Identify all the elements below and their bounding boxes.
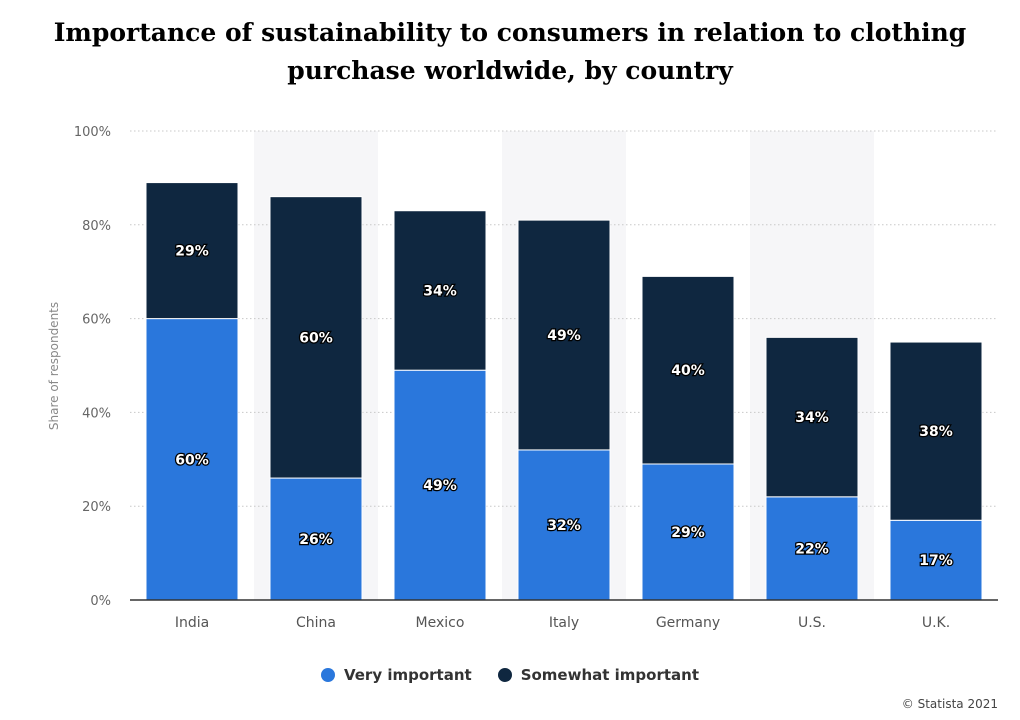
x-tick-label: India: [175, 615, 209, 631]
x-tick-label: Germany: [656, 615, 720, 631]
data-label: 60%: [175, 452, 209, 468]
bar-segment: [889, 519, 983, 601]
data-label: 32%: [547, 518, 581, 534]
x-tick-label: China: [296, 615, 336, 631]
y-tick-label: 100%: [74, 125, 111, 140]
legend-marker-icon: [497, 668, 512, 682]
y-tick-label: 80%: [82, 219, 111, 234]
bar-segment: [517, 219, 611, 451]
data-label: 17%: [919, 553, 953, 569]
y-tick-label: 60%: [82, 313, 111, 328]
y-tick-label: 0%: [90, 594, 111, 609]
bar-segment: [269, 477, 363, 601]
legend-label: Somewhat important: [520, 666, 700, 684]
x-tick-label: Mexico: [416, 615, 465, 631]
data-label: 34%: [423, 283, 457, 299]
bar-segment: [765, 496, 859, 601]
data-label: 29%: [671, 525, 705, 541]
chart-title: Importance of sustainability to consumer…: [53, 18, 967, 85]
data-label: 26%: [299, 532, 333, 548]
bar-segment: [641, 275, 735, 465]
legend-label: Very important: [343, 666, 472, 684]
y-tick-label: 40%: [82, 406, 111, 421]
data-label: 49%: [423, 478, 457, 494]
data-label: 34%: [795, 410, 829, 426]
data-label: 38%: [919, 424, 953, 440]
x-tick-label: Italy: [549, 615, 579, 631]
bar-segment: [765, 336, 859, 498]
bar-segment: [145, 318, 239, 601]
data-label: 60%: [299, 330, 333, 346]
data-label: 40%: [671, 363, 705, 379]
bar-segment: [393, 210, 487, 371]
bar-segment: [641, 463, 735, 601]
bar-segment: [145, 182, 239, 320]
legend: Very important Somewhat important: [0, 666, 1020, 684]
x-tick-label: U.S.: [798, 615, 826, 631]
x-tick-label: U.K.: [922, 615, 950, 631]
legend-marker-icon: [320, 668, 335, 682]
data-label: 29%: [175, 244, 209, 260]
y-tick-label: 20%: [82, 500, 111, 515]
legend-item-very-important[interactable]: Very important: [320, 666, 472, 684]
source-credit: © Statista 2021: [901, 697, 998, 711]
data-label: 22%: [795, 541, 829, 557]
y-axis-label: Share of respondents: [47, 302, 61, 430]
bar-segment: [889, 341, 983, 521]
bar-segment: [269, 196, 363, 479]
legend-item-somewhat-important[interactable]: Somewhat important: [497, 666, 700, 684]
data-label: 49%: [547, 328, 581, 344]
